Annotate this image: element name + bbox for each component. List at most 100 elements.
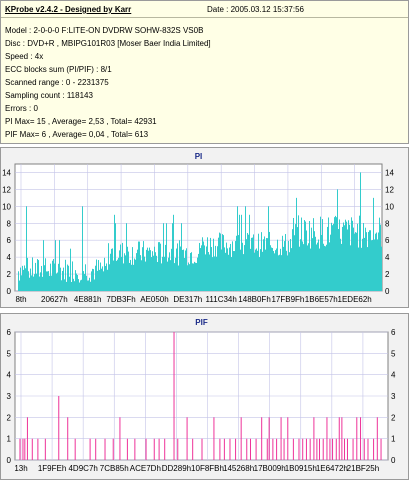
pi-bar <box>288 240 289 291</box>
pi-bar <box>362 238 363 291</box>
pi-bar <box>19 280 20 291</box>
pi-bar <box>85 264 86 291</box>
pi-bar <box>154 246 155 291</box>
pi-bar <box>233 251 234 291</box>
pif-bar <box>287 417 289 460</box>
pi-bar <box>60 267 61 291</box>
pi-bar <box>342 226 343 291</box>
info-ecc-blocks: ECC blocks sum (PI/PIF) : 8/1 <box>5 65 112 74</box>
pi-bar <box>165 244 166 291</box>
pi-bar <box>333 223 334 291</box>
info-pi-stats: PI Max= 15 , Average= 2,53 , Total= 4293… <box>5 117 157 126</box>
pif-bar <box>346 438 348 460</box>
pif-bar <box>367 438 369 460</box>
pif-bar <box>74 438 76 460</box>
pi-bar <box>321 234 322 291</box>
pi-bar <box>267 238 268 291</box>
pi-bar <box>58 263 59 291</box>
pi-bar <box>93 269 94 291</box>
pi-bar <box>242 242 243 291</box>
pif-bar <box>119 417 121 460</box>
pi-bar <box>347 229 348 291</box>
pi-bar <box>221 249 222 291</box>
pi-bar <box>237 206 238 291</box>
pi-bar <box>282 235 283 291</box>
pi-bar <box>277 239 278 291</box>
y-tick-label: 0 <box>7 456 12 465</box>
pif-bar <box>153 438 155 460</box>
pi-bar <box>292 229 293 291</box>
pi-bar <box>218 237 219 291</box>
pif-bar <box>201 438 203 460</box>
pi-bar <box>107 269 108 291</box>
pif-bar <box>134 438 136 460</box>
pi-bar <box>336 217 337 291</box>
y-tick-label-right: 10 <box>385 202 394 211</box>
pi-bar <box>348 220 349 291</box>
pi-bar <box>36 273 37 291</box>
x-tick-label: 1B0915h <box>285 464 317 473</box>
pi-bar <box>111 248 112 291</box>
pi-bar <box>228 254 229 291</box>
pi-bar <box>186 248 187 291</box>
pi-bar <box>123 263 124 291</box>
pi-bar <box>43 240 44 291</box>
pi-bar <box>283 246 284 291</box>
pi-bar <box>341 243 342 291</box>
pif-bar <box>329 438 331 460</box>
y-tick-label-right: 14 <box>385 168 394 177</box>
pi-bar <box>23 269 24 291</box>
pi-bar <box>193 263 194 291</box>
pi-bar <box>265 249 266 291</box>
pi-bar <box>337 189 338 291</box>
pif-bar <box>213 417 215 460</box>
pi-bar <box>351 217 352 291</box>
pi-bar <box>22 265 23 291</box>
pi-bar <box>335 215 336 291</box>
pi-bar <box>116 260 117 291</box>
pi-bar <box>79 282 80 291</box>
pi-bar <box>134 258 135 291</box>
y-tick-label-right: 6 <box>385 236 390 245</box>
pi-bar <box>47 271 48 291</box>
pi-bar <box>171 248 172 291</box>
pi-bar <box>284 241 285 291</box>
pi-bar <box>302 241 303 291</box>
pi-bar <box>340 238 341 291</box>
pi-bar <box>306 230 307 291</box>
pi-bar <box>213 238 214 291</box>
pi-bar <box>142 247 143 291</box>
pi-bar <box>29 277 30 291</box>
pi-bar <box>125 255 126 291</box>
pi-bar <box>278 255 279 291</box>
pi-bar <box>31 275 32 291</box>
pif-chart-panel: PIF 0 0 1 1 2 2 3 3 4 4 5 5 6 6 13h 1F9FEh 4D9C7h 7CB85h AC… <box>0 313 409 480</box>
pif-bar <box>164 438 166 460</box>
pi-bar <box>198 253 199 291</box>
pi-bar <box>243 254 244 291</box>
pi-bar <box>57 272 58 291</box>
pi-bar <box>355 232 356 291</box>
pi-bar <box>187 265 188 291</box>
pi-bar <box>141 260 142 291</box>
pi-bar <box>230 243 231 291</box>
pi-bar <box>247 233 248 291</box>
pi-bar <box>91 271 92 291</box>
info-scanned-range: Scanned range : 0 - 2231375 <box>5 78 109 87</box>
pif-bar <box>356 417 358 460</box>
pi-bar <box>122 242 123 291</box>
pi-chart: PI 0 0 2 2 4 4 6 6 8 8 10 10 12 12 14 14 8th 20627h 4E881h 7… <box>2 152 394 304</box>
pi-bar <box>338 229 339 291</box>
pi-bar <box>54 263 55 291</box>
y-tick-label-right: 2 <box>391 413 396 422</box>
x-tick-label: AE050h <box>140 295 168 304</box>
x-tick-label: 1E6472h <box>316 464 348 473</box>
pi-bar <box>66 281 67 291</box>
pif-bar <box>326 417 328 460</box>
pi-bar <box>279 254 280 291</box>
pif-bar <box>268 417 270 460</box>
pi-bar <box>163 223 164 291</box>
pi-bar <box>313 218 314 291</box>
pi-bar <box>290 239 291 291</box>
pif-bar <box>145 438 147 460</box>
